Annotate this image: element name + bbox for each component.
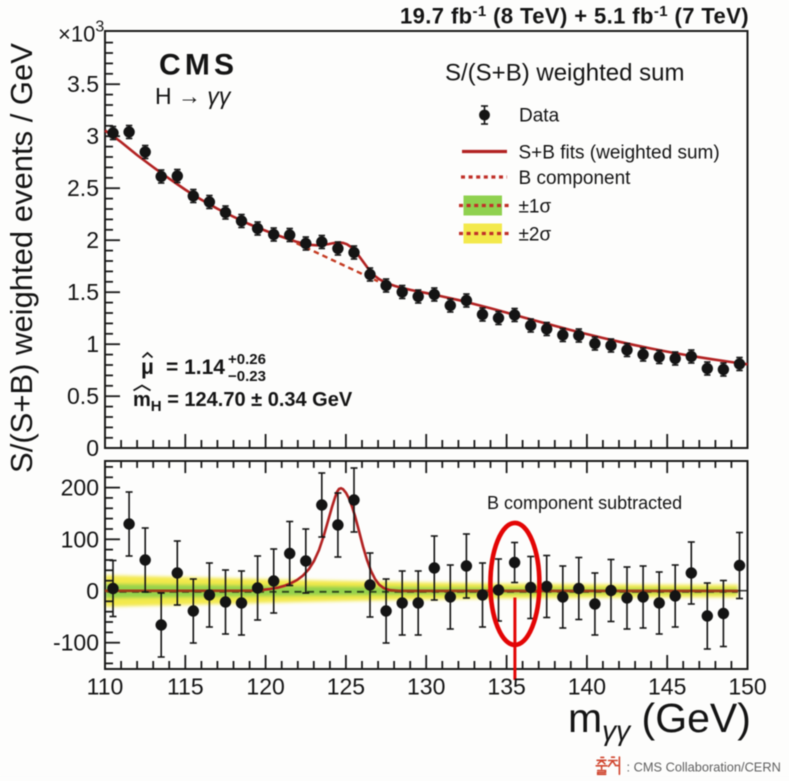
svg-text:: CMS Collaboration/CERN: : CMS Collaboration/CERN — [627, 760, 781, 775]
svg-text:Data: Data — [519, 106, 560, 127]
svg-text:S/(S+B) weighted events / GeV: S/(S+B) weighted events / GeV — [4, 43, 39, 473]
svg-text:S+B fits (weighted sum): S+B fits (weighted sum) — [519, 143, 720, 164]
svg-text:+0.26: +0.26 — [228, 351, 266, 368]
svg-text:2.5: 2.5 — [67, 175, 99, 201]
svg-text:B component: B component — [519, 168, 632, 189]
svg-text:140: 140 — [568, 674, 606, 700]
svg-text:= 1.14: = 1.14 — [166, 356, 225, 379]
svg-text:3.5: 3.5 — [67, 71, 99, 97]
svg-text:200: 200 — [61, 475, 99, 501]
svg-text:150: 150 — [728, 674, 766, 700]
svg-text:1.5: 1.5 — [67, 279, 99, 305]
svg-text:S/(S+B) weighted sum: S/(S+B) weighted sum — [445, 60, 684, 87]
svg-text:±2σ: ±2σ — [519, 225, 552, 246]
svg-text:B component subtracted: B component subtracted — [487, 493, 682, 513]
svg-text:100: 100 — [61, 526, 99, 552]
svg-text:1: 1 — [86, 331, 99, 357]
svg-text:145: 145 — [648, 674, 686, 700]
svg-text:120: 120 — [246, 674, 284, 700]
svg-text:mγγ (GeV): mγγ (GeV) — [568, 695, 751, 746]
svg-text:mH = 124.70 ± 0.34 GeV: mH = 124.70 ± 0.34 GeV — [133, 389, 353, 415]
svg-text:−0.23: −0.23 — [228, 368, 266, 385]
svg-text:±1σ: ±1σ — [519, 197, 552, 218]
svg-text:μ: μ — [141, 356, 154, 379]
svg-text:130: 130 — [407, 674, 445, 700]
svg-text:-100: -100 — [53, 630, 99, 656]
svg-text:0: 0 — [86, 435, 99, 461]
svg-text:115: 115 — [167, 674, 204, 700]
svg-text:3: 3 — [86, 123, 99, 149]
svg-text:110: 110 — [87, 674, 124, 700]
svg-text:H → γγ: H → γγ — [155, 83, 232, 109]
svg-text:0.5: 0.5 — [67, 383, 99, 409]
svg-text:19.7 fb-1 (8 TeV) + 5.1 fb-1 (: 19.7 fb-1 (8 TeV) + 5.1 fb-1 (7 TeV) — [400, 3, 749, 29]
svg-text:2: 2 — [86, 227, 99, 253]
svg-text:0: 0 — [86, 578, 99, 604]
svg-text:CMS: CMS — [159, 49, 238, 82]
svg-text:135: 135 — [487, 674, 525, 700]
svg-text:125: 125 — [327, 674, 365, 700]
